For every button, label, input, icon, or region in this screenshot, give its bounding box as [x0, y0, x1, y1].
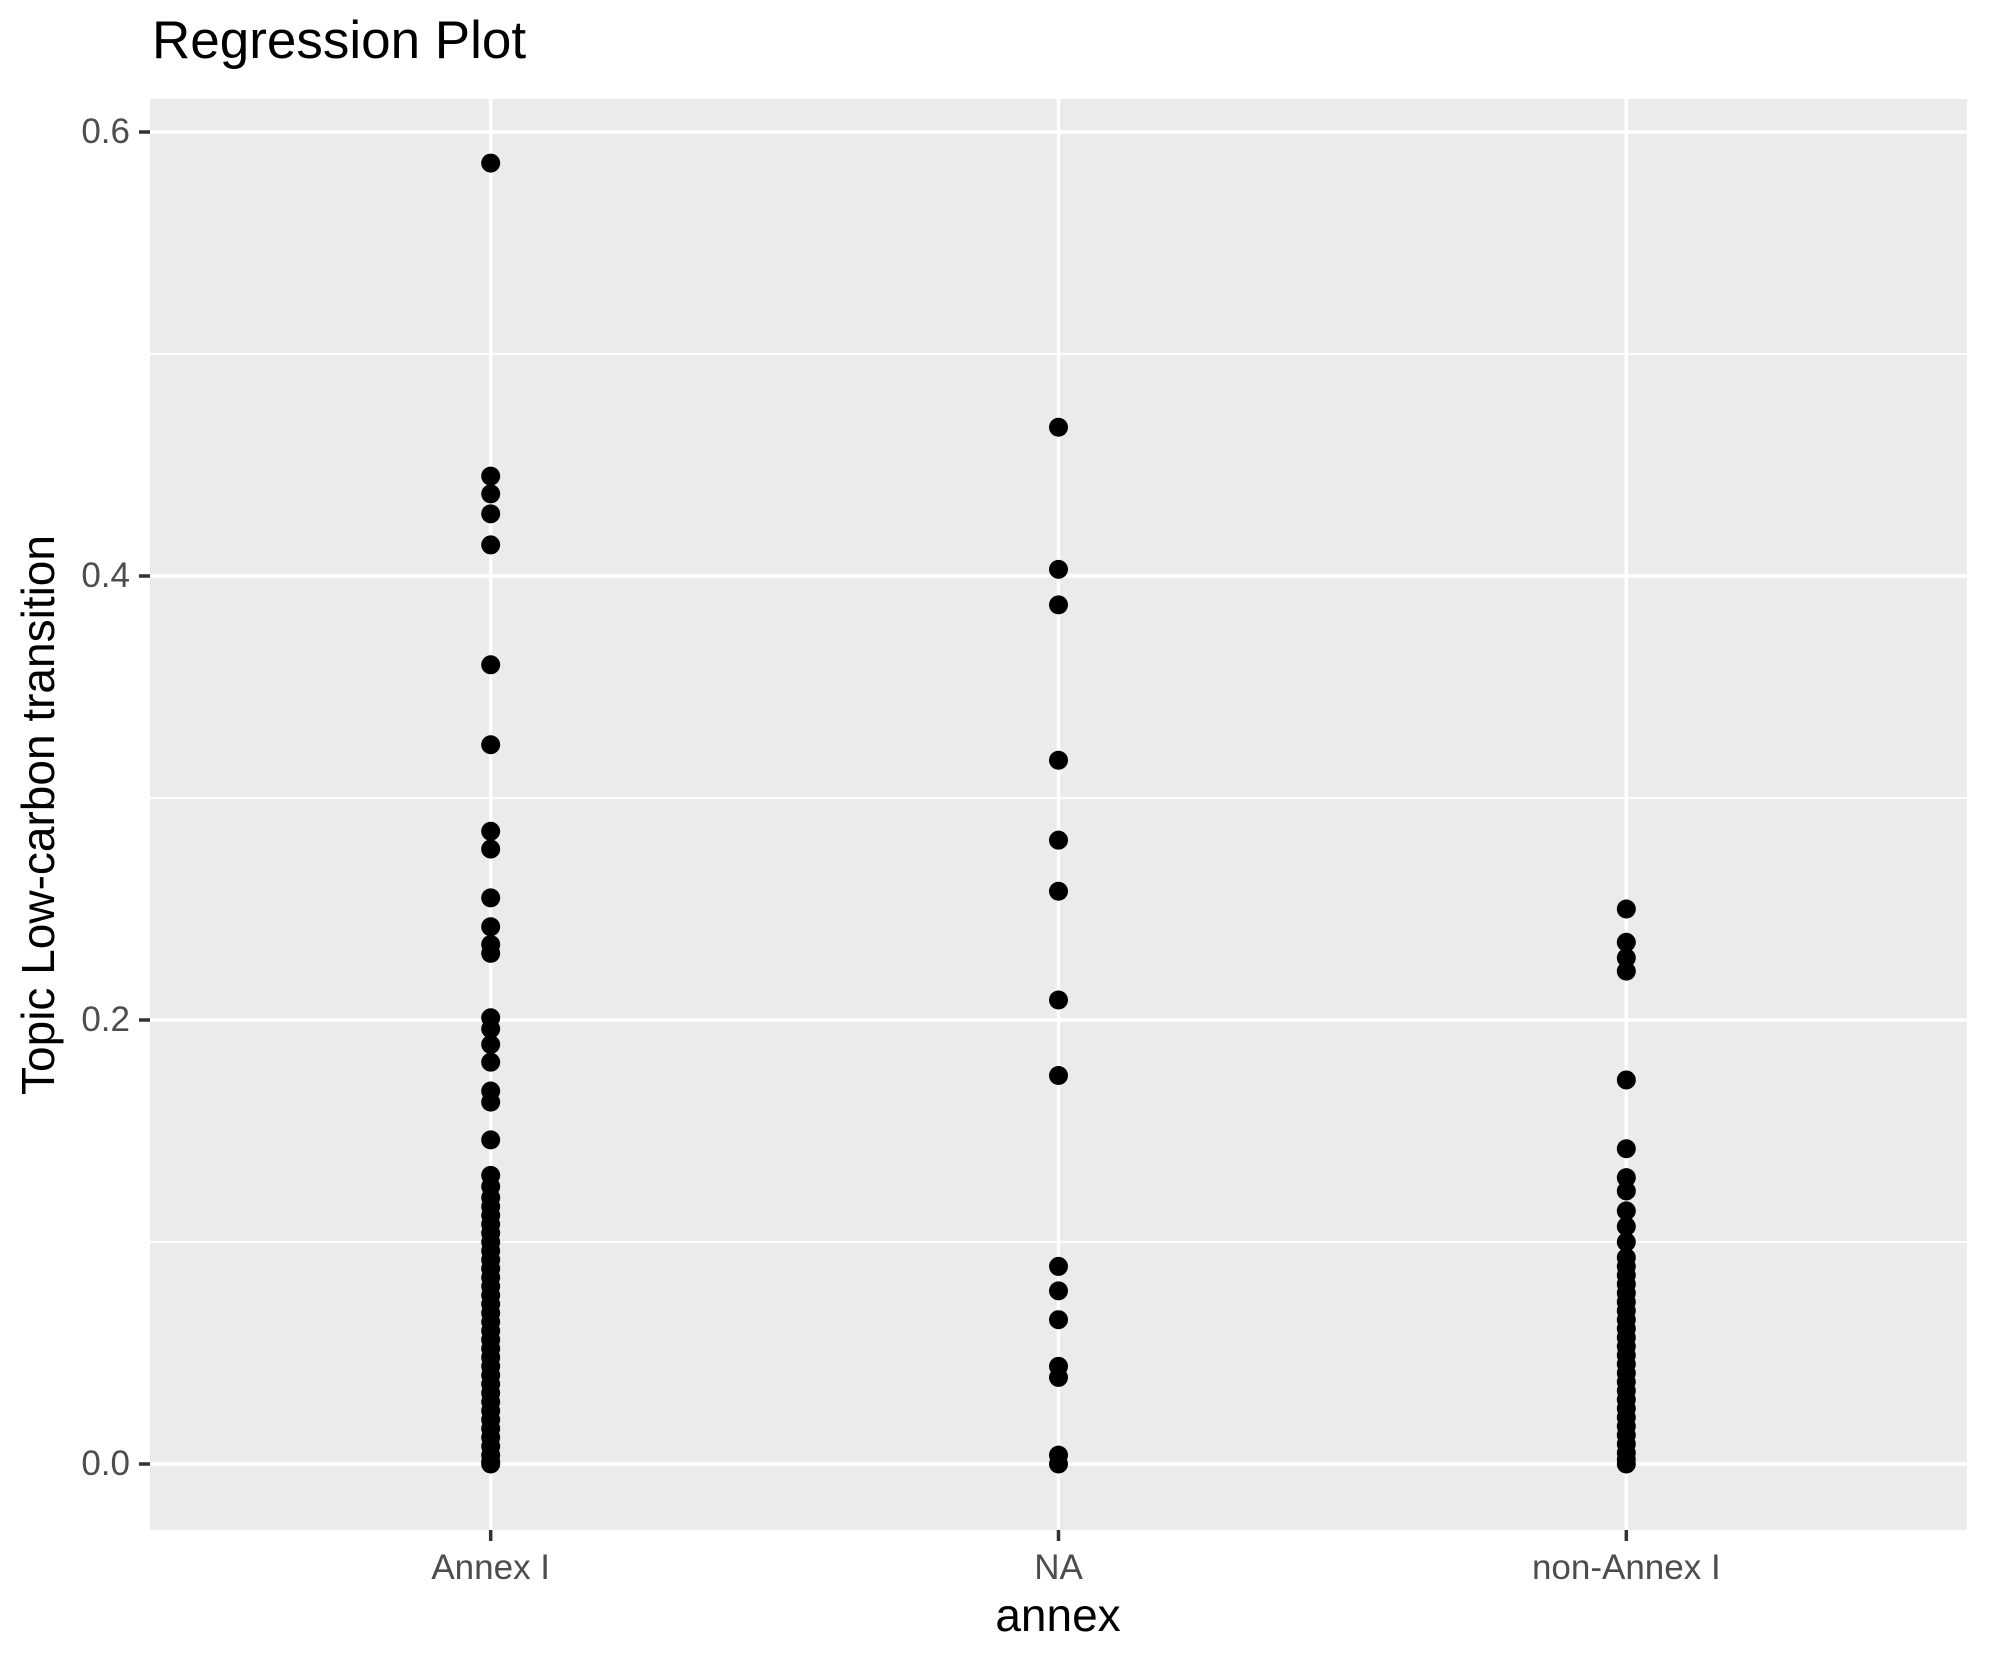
data-point	[1616, 1168, 1636, 1188]
data-point	[1049, 990, 1068, 1010]
data-point	[1616, 1454, 1636, 1474]
x-tick-label: non-Annex I	[1531, 1548, 1721, 1587]
data-point	[481, 1019, 501, 1039]
x-tick-label: Annex I	[431, 1548, 551, 1587]
y-tick-label: 0.2	[81, 1000, 130, 1039]
data-point	[481, 1034, 501, 1054]
data-point	[481, 535, 501, 555]
data-point	[1049, 1066, 1068, 1085]
data-point	[1049, 1281, 1068, 1301]
data-point	[1049, 750, 1068, 770]
data-point	[1049, 881, 1068, 901]
data-point	[481, 484, 501, 504]
data-point	[1616, 948, 1636, 968]
data-point	[481, 504, 501, 524]
data-point	[481, 466, 501, 486]
data-point	[481, 655, 501, 675]
data-point	[1049, 559, 1068, 579]
data-point	[1049, 1367, 1068, 1387]
data-point	[1616, 1201, 1636, 1221]
data-point	[1616, 1181, 1636, 1201]
x-tick-label: NA	[1034, 1548, 1083, 1587]
data-point	[1049, 830, 1068, 850]
data-point	[1616, 932, 1636, 952]
data-point	[481, 917, 501, 937]
data-point	[1616, 1216, 1636, 1236]
data-point	[481, 1092, 501, 1112]
data-point	[1616, 1232, 1636, 1252]
data-point	[1616, 961, 1636, 981]
data-point	[481, 1052, 501, 1072]
data-point	[481, 839, 501, 859]
data-point	[481, 943, 501, 963]
data-point	[481, 1454, 501, 1474]
data-point	[1616, 899, 1636, 919]
data-point	[481, 735, 501, 755]
y-tick-label: 0.4	[81, 556, 130, 595]
data-point	[481, 888, 501, 908]
data-point	[481, 1130, 501, 1150]
y-tick-label: 0.0	[81, 1444, 130, 1483]
data-point	[481, 821, 501, 841]
x-axis-title: annex	[995, 1589, 1121, 1641]
plot-title: Regression Plot	[152, 11, 527, 70]
y-tick-label: 0.6	[81, 112, 130, 151]
data-point	[1049, 1256, 1068, 1276]
data-point	[481, 153, 501, 173]
data-point	[1616, 1070, 1636, 1090]
data-point	[1049, 595, 1068, 615]
data-point	[1049, 1454, 1068, 1474]
data-point	[1049, 417, 1068, 437]
data-point	[1049, 1310, 1068, 1330]
data-point	[1616, 1139, 1636, 1159]
